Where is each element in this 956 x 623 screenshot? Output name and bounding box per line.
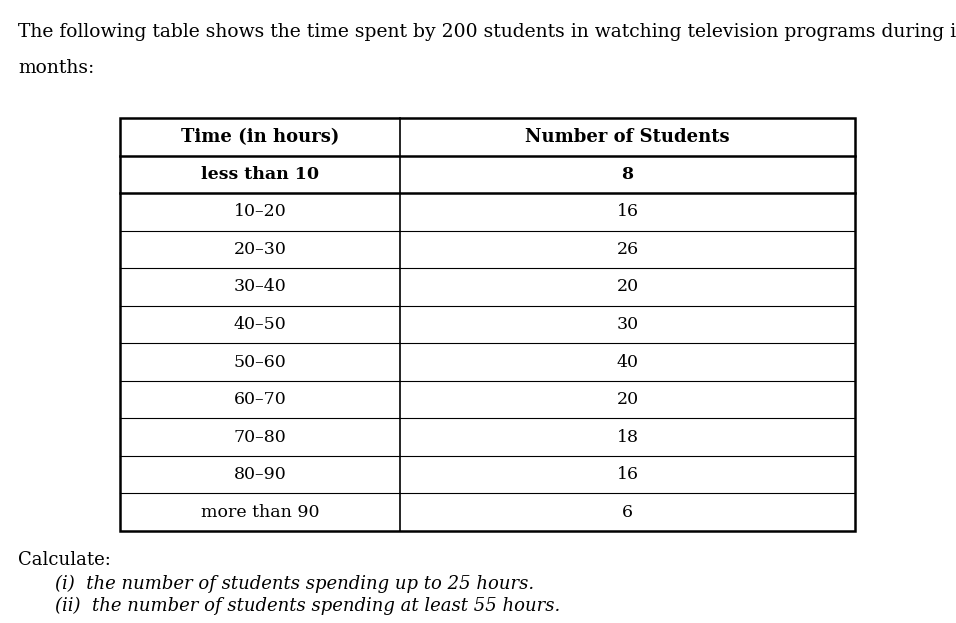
Text: months:: months: xyxy=(18,59,95,77)
Text: 8: 8 xyxy=(621,166,634,183)
Text: Time (in hours): Time (in hours) xyxy=(181,128,339,146)
Text: 6: 6 xyxy=(622,504,633,521)
Text: The following table shows the time spent by 200 students in watching television : The following table shows the time spent… xyxy=(18,23,956,41)
Text: more than 90: more than 90 xyxy=(201,504,319,521)
Text: 26: 26 xyxy=(617,241,639,258)
Text: 16: 16 xyxy=(617,466,639,483)
Text: 18: 18 xyxy=(617,429,639,445)
Text: Calculate:: Calculate: xyxy=(18,551,111,569)
Text: 20: 20 xyxy=(617,391,639,408)
Text: 20: 20 xyxy=(617,278,639,295)
Text: less than 10: less than 10 xyxy=(201,166,319,183)
Text: 30–40: 30–40 xyxy=(233,278,287,295)
Text: 30: 30 xyxy=(617,316,639,333)
Text: 70–80: 70–80 xyxy=(233,429,287,445)
Text: 20–30: 20–30 xyxy=(233,241,287,258)
Text: (ii)  the number of students spending at least 55 hours.: (ii) the number of students spending at … xyxy=(55,597,560,616)
Text: 40: 40 xyxy=(617,353,639,371)
Text: 10–20: 10–20 xyxy=(233,203,287,221)
Text: 40–50: 40–50 xyxy=(233,316,287,333)
Text: 80–90: 80–90 xyxy=(233,466,287,483)
Text: 16: 16 xyxy=(617,203,639,221)
Text: 50–60: 50–60 xyxy=(233,353,287,371)
Text: 60–70: 60–70 xyxy=(233,391,287,408)
Text: (i)  the number of students spending up to 25 hours.: (i) the number of students spending up t… xyxy=(55,575,534,593)
Text: Number of Students: Number of Students xyxy=(525,128,729,146)
